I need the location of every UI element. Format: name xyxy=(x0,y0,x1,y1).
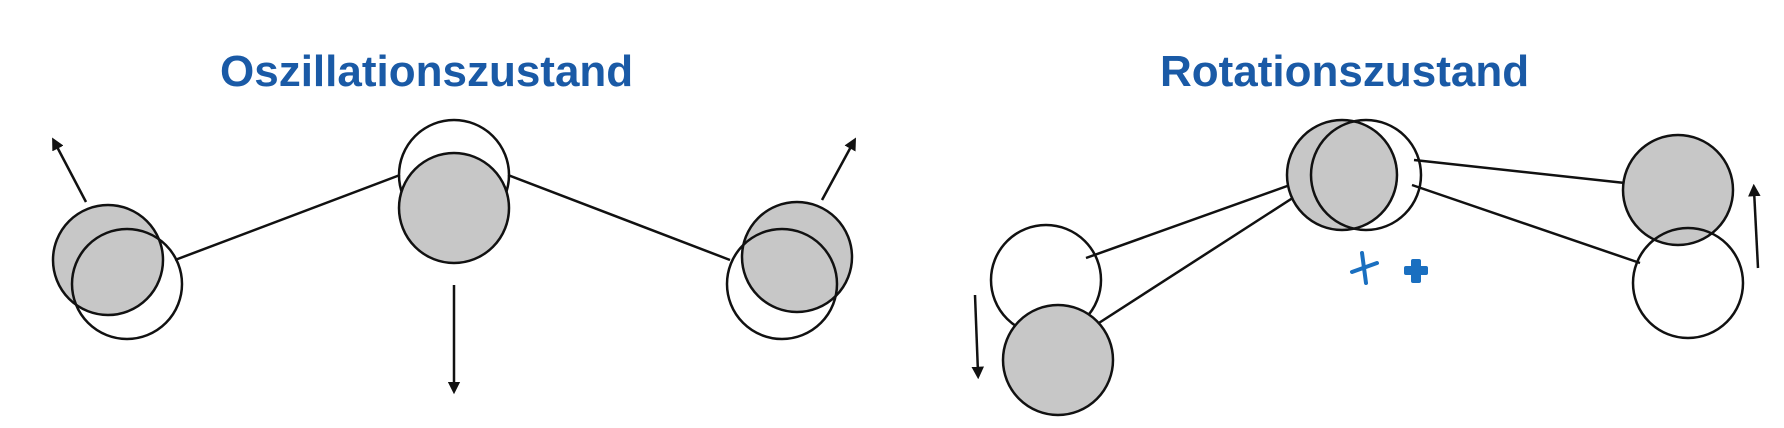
cursor-cross-icon xyxy=(1350,251,1379,285)
bond-left-equilibrium xyxy=(1085,183,1291,260)
atom-center-displaced xyxy=(1285,118,1399,232)
oscillation-title: Oszillationszustand xyxy=(220,47,634,96)
rotation-title: Rotationszustand xyxy=(1160,47,1530,96)
arrow-rotation-left xyxy=(971,294,985,380)
bond-right-equilibrium xyxy=(1411,183,1641,265)
bond-left-displaced xyxy=(1087,188,1306,332)
atom-left-displaced xyxy=(1001,303,1115,417)
bond-left xyxy=(174,173,401,262)
atom-right-displaced xyxy=(1621,133,1735,247)
oscillation-diagram xyxy=(51,118,856,395)
arrow-right xyxy=(820,137,856,201)
atom-center-equilibrium xyxy=(1309,118,1423,232)
atom-right-equilibrium xyxy=(725,227,839,341)
bond-right-displaced xyxy=(1413,158,1626,185)
bond-right xyxy=(507,173,731,262)
rotation-diagram xyxy=(971,118,1761,417)
arrow-left xyxy=(52,137,88,203)
atom-center-displaced xyxy=(397,151,511,265)
atom-left-equilibrium xyxy=(70,227,184,341)
atom-right-equilibrium xyxy=(1631,226,1745,340)
plus-icon xyxy=(1404,259,1428,283)
atom-left-displaced xyxy=(51,203,165,317)
arrow-rotation-right xyxy=(1748,183,1761,269)
